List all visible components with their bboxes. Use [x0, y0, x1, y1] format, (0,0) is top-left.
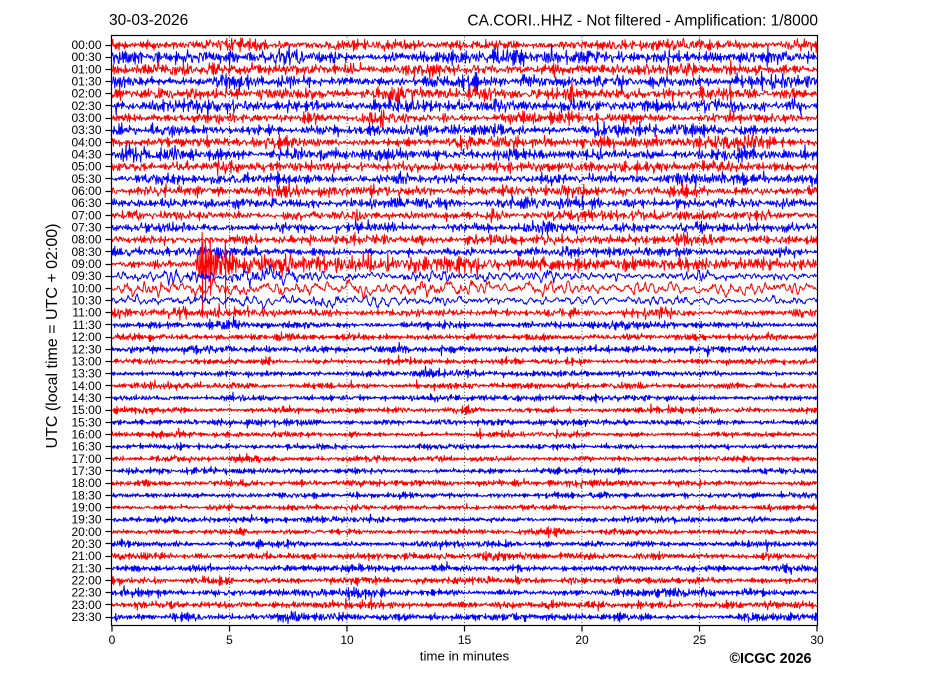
svg-text:03:30: 03:30 [71, 123, 101, 137]
svg-text:15: 15 [458, 633, 472, 647]
svg-text:00:30: 00:30 [71, 50, 101, 64]
svg-text:19:30: 19:30 [71, 513, 101, 527]
svg-text:11:30: 11:30 [72, 318, 101, 332]
svg-text:10:30: 10:30 [71, 294, 101, 308]
svg-text:13:00: 13:00 [71, 354, 101, 368]
svg-text:08:30: 08:30 [71, 245, 101, 259]
svg-text:0: 0 [109, 633, 116, 647]
svg-text:07:30: 07:30 [71, 221, 101, 235]
svg-text:11:00: 11:00 [72, 306, 101, 320]
svg-text:20: 20 [575, 633, 589, 647]
svg-text:04:00: 04:00 [71, 135, 101, 149]
svg-text:22:30: 22:30 [71, 586, 101, 600]
svg-text:21:30: 21:30 [71, 561, 101, 575]
svg-text:5: 5 [226, 633, 233, 647]
svg-text:13:30: 13:30 [71, 367, 101, 381]
svg-text:03:00: 03:00 [71, 111, 101, 125]
svg-text:time in minutes: time in minutes [420, 649, 510, 664]
svg-text:12:00: 12:00 [71, 330, 101, 344]
svg-text:12:30: 12:30 [71, 342, 101, 356]
svg-text:UTC (local time = UTC + 02:00): UTC (local time = UTC + 02:00) [44, 224, 61, 449]
svg-text:23:30: 23:30 [71, 610, 101, 624]
svg-text:20:30: 20:30 [71, 537, 101, 551]
svg-text:17:30: 17:30 [71, 464, 101, 478]
svg-text:23:00: 23:00 [71, 598, 101, 612]
svg-text:01:30: 01:30 [71, 75, 101, 89]
svg-text:10: 10 [340, 633, 354, 647]
svg-text:30: 30 [810, 633, 824, 647]
svg-text:16:00: 16:00 [71, 427, 101, 441]
svg-text:18:30: 18:30 [71, 488, 101, 502]
svg-text:10:00: 10:00 [71, 281, 101, 295]
svg-text:02:00: 02:00 [71, 87, 101, 101]
svg-text:25: 25 [693, 633, 707, 647]
svg-text:09:00: 09:00 [71, 257, 101, 271]
svg-text:06:30: 06:30 [71, 196, 101, 210]
svg-text:00:00: 00:00 [71, 38, 101, 52]
svg-text:18:00: 18:00 [71, 476, 101, 490]
svg-text:©ICGC 2026: ©ICGC 2026 [729, 651, 811, 667]
svg-text:CA.CORI..HHZ - Not filtered -: CA.CORI..HHZ - Not filtered - Amplificat… [467, 13, 818, 30]
svg-text:20:00: 20:00 [71, 525, 101, 539]
svg-text:21:00: 21:00 [71, 549, 101, 563]
svg-text:30-03-2026: 30-03-2026 [109, 12, 188, 29]
svg-text:01:00: 01:00 [71, 62, 101, 76]
svg-text:02:30: 02:30 [71, 99, 101, 113]
svg-text:17:00: 17:00 [71, 452, 101, 466]
svg-text:09:30: 09:30 [71, 269, 101, 283]
svg-text:15:30: 15:30 [71, 415, 101, 429]
svg-text:22:00: 22:00 [71, 573, 101, 587]
svg-text:14:30: 14:30 [71, 391, 101, 405]
svg-text:08:00: 08:00 [71, 233, 101, 247]
svg-text:19:00: 19:00 [71, 500, 101, 514]
svg-text:05:30: 05:30 [71, 172, 101, 186]
svg-text:16:30: 16:30 [71, 440, 101, 454]
svg-text:04:30: 04:30 [71, 148, 101, 162]
svg-text:14:00: 14:00 [71, 379, 101, 393]
svg-text:07:00: 07:00 [71, 208, 101, 222]
svg-text:06:00: 06:00 [71, 184, 101, 198]
svg-text:05:00: 05:00 [71, 160, 101, 174]
svg-text:15:00: 15:00 [71, 403, 101, 417]
